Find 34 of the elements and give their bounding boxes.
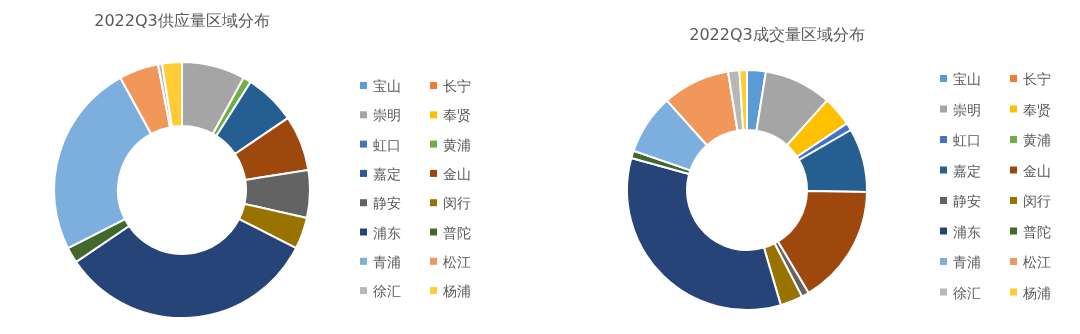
chart-title: 2022Q3成交量区域分布 [689, 25, 865, 44]
legend-label: 黄浦 [1023, 132, 1051, 148]
legend-label: 崇明 [373, 107, 401, 124]
legend-label: 徐汇 [373, 283, 401, 300]
legend-label: 虹口 [373, 136, 401, 153]
legend-label: 普陀 [443, 224, 471, 241]
legend-label: 嘉定 [373, 165, 401, 182]
legend-label: 长宁 [443, 78, 471, 94]
legend-label: 金山 [443, 165, 471, 182]
legend-label: 徐汇 [953, 284, 981, 301]
legend-label: 黄浦 [443, 136, 471, 153]
legend-label: 虹口 [953, 132, 981, 148]
chart-title: 2022Q3供应量区域分布 [94, 11, 270, 30]
legend-label: 奉贤 [1023, 101, 1051, 118]
legend-label: 金山 [1023, 162, 1051, 179]
legend-label: 静安 [373, 195, 401, 212]
legend-label: 闵行 [1023, 193, 1051, 209]
legend-label: 宝山 [373, 78, 401, 94]
legend-label: 静安 [953, 193, 981, 209]
legend-label: 崇明 [953, 101, 981, 118]
legend-label: 杨浦 [442, 283, 471, 300]
legend-label: 闵行 [443, 195, 471, 212]
legend-label: 浦东 [953, 223, 981, 240]
legend-label: 松江 [1023, 254, 1051, 270]
legend-label: 青浦 [373, 253, 401, 270]
legend-label: 普陀 [1023, 223, 1051, 240]
legend-label: 松江 [443, 253, 471, 270]
legend-label: 青浦 [953, 254, 981, 270]
legend-label: 长宁 [1023, 71, 1051, 87]
legend-label: 奉贤 [443, 107, 471, 124]
legend-label: 浦东 [373, 224, 401, 241]
legend-label: 嘉定 [953, 162, 981, 179]
legend-label: 宝山 [953, 71, 981, 87]
legend-label: 杨浦 [1022, 284, 1051, 301]
